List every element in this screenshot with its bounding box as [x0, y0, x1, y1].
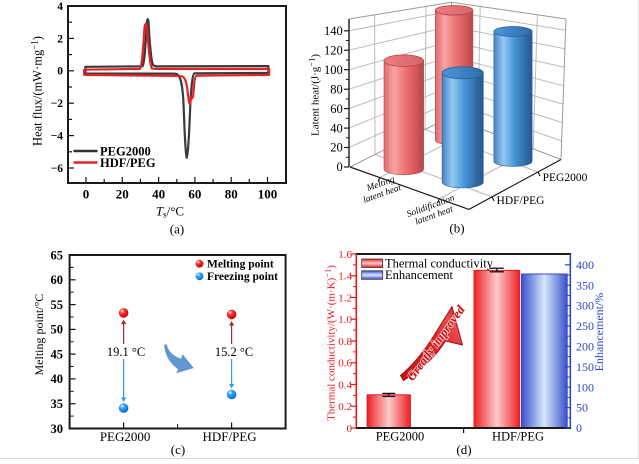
svg-text:0: 0 — [83, 187, 90, 202]
svg-text:PEG2000: PEG2000 — [543, 172, 588, 184]
svg-text:40: 40 — [152, 187, 165, 202]
svg-text:HDF/PEG: HDF/PEG — [492, 430, 544, 444]
svg-text:19.1 °C: 19.1 °C — [107, 345, 145, 359]
svg-text:350: 350 — [576, 278, 594, 292]
svg-text:(b): (b) — [449, 221, 464, 236]
svg-text:Latent heat/(J·g−1): Latent heat/(J·g−1) — [307, 54, 322, 136]
svg-text:80: 80 — [330, 82, 343, 96]
svg-text:0.4: 0.4 — [338, 379, 352, 391]
svg-text:35: 35 — [51, 397, 64, 411]
svg-text:4: 4 — [57, 1, 63, 13]
svg-text:0: 0 — [337, 160, 343, 174]
svg-text:Enhancement: Enhancement — [385, 268, 454, 282]
svg-text:0: 0 — [347, 423, 353, 435]
svg-text:2: 2 — [57, 33, 63, 45]
svg-text:−4: −4 — [51, 131, 64, 143]
svg-text:140: 140 — [324, 24, 343, 38]
svg-text:HDF/PEG: HDF/PEG — [203, 429, 257, 444]
svg-text:0.6: 0.6 — [338, 358, 352, 370]
svg-text:60: 60 — [330, 102, 343, 116]
svg-text:Thermal conductivity/(W·(m·K)−: Thermal conductivity/(W·(m·K)−1) — [323, 265, 338, 421]
svg-text:HDF/PEG: HDF/PEG — [100, 156, 156, 170]
svg-text:15.2 °C: 15.2 °C — [215, 345, 253, 359]
svg-text:60: 60 — [51, 273, 64, 287]
svg-text:1.4: 1.4 — [338, 271, 352, 283]
svg-text:HDF/PEG: HDF/PEG — [497, 195, 545, 207]
svg-text:Melting point/°C: Melting point/°C — [32, 294, 46, 376]
svg-text:1.6: 1.6 — [338, 249, 352, 261]
svg-text:(d): (d) — [456, 442, 471, 457]
svg-text:50: 50 — [51, 323, 64, 337]
svg-text:0.2: 0.2 — [338, 401, 352, 413]
svg-text:45: 45 — [51, 347, 64, 361]
svg-text:400: 400 — [576, 258, 594, 272]
svg-text:0.8: 0.8 — [338, 336, 352, 348]
svg-text:0: 0 — [57, 66, 63, 78]
svg-text:(c): (c) — [171, 442, 185, 457]
svg-text:−2: −2 — [51, 98, 64, 110]
svg-text:Freezing point: Freezing point — [207, 271, 278, 283]
svg-text:40: 40 — [330, 121, 343, 135]
svg-text:65: 65 — [51, 248, 64, 262]
svg-text:Enhancement/%: Enhancement/% — [592, 293, 606, 372]
svg-text:60: 60 — [188, 187, 201, 202]
svg-text:100: 100 — [576, 380, 594, 394]
svg-text:PEG2000: PEG2000 — [100, 429, 151, 444]
svg-text:Ts/°C: Ts/°C — [156, 204, 184, 220]
svg-text:120: 120 — [324, 43, 343, 57]
svg-text:40: 40 — [51, 372, 64, 386]
svg-text:50: 50 — [576, 401, 588, 415]
svg-text:Melting point: Melting point — [207, 259, 274, 271]
svg-text:100: 100 — [258, 187, 278, 202]
svg-text:(a): (a) — [170, 222, 184, 237]
svg-text:−6: −6 — [51, 163, 64, 175]
svg-text:100: 100 — [324, 63, 343, 77]
svg-text:20: 20 — [330, 141, 343, 155]
svg-text:1.2: 1.2 — [338, 292, 352, 304]
svg-text:0: 0 — [576, 421, 582, 435]
svg-text:Heat flux/(mW·mg−1): Heat flux/(mW·mg−1) — [30, 36, 45, 146]
svg-text:80: 80 — [225, 187, 238, 202]
svg-text:55: 55 — [51, 298, 64, 312]
svg-text:1.0: 1.0 — [338, 314, 352, 326]
svg-text:PEG2000: PEG2000 — [376, 430, 425, 444]
svg-text:20: 20 — [116, 187, 129, 202]
svg-text:30: 30 — [51, 422, 64, 436]
